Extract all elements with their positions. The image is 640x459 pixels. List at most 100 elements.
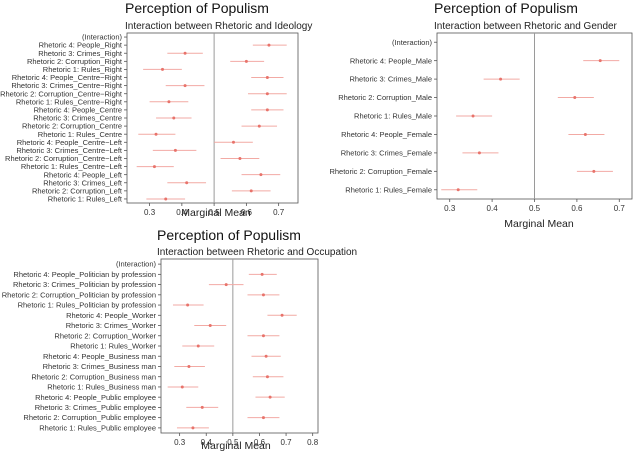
y-tick-label: Rhetoric 1: Rules_Worker <box>70 342 156 351</box>
y-tick-label: Rhetoric 3: Crimes_Business man <box>43 362 156 371</box>
y-tick-label: Rhetoric 4: People_Centre−Left <box>17 138 123 147</box>
x-axis-label: Marginal Mean <box>504 218 574 230</box>
y-tick-label: Rhetoric 4: People_Worker <box>66 311 156 320</box>
x-tick-label: 0.5 <box>529 204 541 213</box>
y-tick-label: Rhetoric 1: Rules_Centre−Right <box>16 97 123 106</box>
estimate-point <box>249 189 253 193</box>
y-tick-label: Rhetoric 3: Crimes_Right <box>38 49 123 58</box>
estimate-point <box>265 108 269 112</box>
estimate-point <box>208 324 212 328</box>
x-axis-label: Marginal Mean <box>181 207 251 219</box>
estimate-point <box>280 313 284 317</box>
y-tick-label: Rhetoric 1: Rules_Male <box>354 112 432 121</box>
y-tick-label: Rhetoric 3: Crimes_Centre−Right <box>11 81 123 90</box>
x-tick-label: 0.4 <box>487 204 499 213</box>
estimate-point <box>152 165 156 169</box>
plot-area: 0.3 0.4 0.5 0.6 0.7 0.8(Interaction)Rhetoric … <box>2 258 319 447</box>
estimate-point <box>238 156 242 160</box>
y-tick-label: Rhetoric 2: Corruption_Centre <box>22 122 122 131</box>
y-tick-label: Rhetoric 3: Crimes_Left <box>43 178 123 187</box>
estimate-point <box>167 100 171 104</box>
estimate-point <box>186 303 190 307</box>
y-tick-label: Rhetoric 4: People_Female <box>341 130 432 139</box>
panel-title: Perception of Populism <box>434 0 578 16</box>
estimate-point <box>231 140 235 144</box>
y-tick-label: Rhetoric 1: Rules_Female <box>345 185 432 194</box>
panel-title: Perception of Populism <box>157 227 301 243</box>
plot-area: 0.3 0.4 0.5 0.6 0.7(Interaction)Rhetoric 4: … <box>0 32 299 217</box>
y-tick-label: Rhetoric 3: Crimes_Centre <box>33 114 122 123</box>
panel-title: Perception of Populism <box>125 0 269 16</box>
y-tick-label: Rhetoric 3: Crimes_Female <box>341 148 432 157</box>
estimate-point <box>183 51 187 55</box>
estimate-point <box>477 151 481 155</box>
panel-subtitle: Interaction between Rhetoric and Gender <box>434 21 618 32</box>
estimate-point <box>261 293 265 297</box>
estimate-point <box>264 354 268 358</box>
y-tick-label: Rhetoric 1: Rules_Centre−Left <box>21 162 123 171</box>
y-tick-label: Rhetoric 2: Corruption_Centre−Right <box>0 89 123 98</box>
estimate-point <box>261 416 265 420</box>
x-tick-label: 0.6 <box>254 438 266 447</box>
estimate-point <box>257 124 261 128</box>
y-tick-label: Rhetoric 4: People_Politician by profess… <box>13 270 156 279</box>
estimate-point <box>583 132 587 136</box>
y-tick-label: Rhetoric 3: Crimes_Politician by profess… <box>13 280 156 289</box>
estimate-point <box>261 334 265 338</box>
estimate-point <box>196 344 200 348</box>
y-tick-label: (Interaction) <box>82 33 123 42</box>
y-tick-label: Rhetoric 3: Crimes_Public employee <box>35 403 156 412</box>
estimate-point <box>172 116 176 120</box>
estimate-point <box>191 426 195 430</box>
y-tick-label: Rhetoric 4: People_Business man <box>43 352 156 361</box>
estimate-point <box>173 148 177 152</box>
estimate-point <box>244 59 248 63</box>
plot-area: 0.3 0.4 0.5 0.6 0.7 (Interaction) Rhetoric 4: … <box>329 32 633 213</box>
estimate-point <box>265 76 269 80</box>
estimate-point <box>160 67 164 71</box>
y-tick-label: Rhetoric 3: Crimes_Worker <box>66 321 157 330</box>
x-tick-label: 0.7 <box>273 208 285 217</box>
y-tick-label: Rhetoric 1: Rules_Centre <box>38 130 122 139</box>
x-tick-label: 0.6 <box>241 208 253 217</box>
estimate-point <box>268 395 272 399</box>
x-tick-label: 0.4 <box>201 438 213 447</box>
estimate-point <box>224 283 228 287</box>
estimate-point <box>456 188 460 192</box>
y-tick-label: Rhetoric 2: Corruption_Worker <box>54 331 156 340</box>
estimate-point <box>200 405 204 409</box>
estimate-point <box>164 197 168 201</box>
x-tick-label: 0.7 <box>614 204 626 213</box>
y-tick-label: Rhetoric 1: Rules_Politician by professi… <box>18 301 156 310</box>
estimate-point <box>154 132 158 136</box>
y-tick-label: (Interaction) <box>392 38 433 47</box>
y-tick-label: Rhetoric 3: Crimes_Male <box>349 75 432 84</box>
y-tick-label: Rhetoric 1: Rules_Public employee <box>39 423 156 432</box>
estimate-point <box>265 375 269 379</box>
x-axis-label: Marginal Mean <box>201 440 271 452</box>
x-tick-label: 0.3 <box>444 204 456 213</box>
y-tick-label: Rhetoric 1: Rules_Business man <box>47 383 156 392</box>
y-tick-label: Rhetoric 4: People_Centre <box>34 106 122 115</box>
estimate-point <box>259 173 263 177</box>
estimate-point <box>592 169 596 173</box>
y-tick-label: Rhetoric 2: Corruption_Business man <box>31 372 156 381</box>
y-tick-label: Rhetoric 2: Corruption_Right <box>27 57 123 66</box>
y-tick-label: Rhetoric 2: Corruption_Male <box>338 93 432 102</box>
x-tick-label: 0.8 <box>307 438 319 447</box>
y-tick-label: Rhetoric 3: Crimes_Centre−Left <box>16 146 123 155</box>
y-tick-label: (Interaction) <box>116 260 157 269</box>
estimate-point <box>573 96 577 100</box>
y-tick-label: Rhetoric 2: Corruption_Left <box>32 186 123 195</box>
y-tick-label: Rhetoric 1: Rules_Left <box>48 195 123 204</box>
y-tick-label: Rhetoric 4: People_Left <box>44 170 123 179</box>
y-tick-label: Rhetoric 2: Corruption_Public employee <box>23 413 156 422</box>
estimate-point <box>499 77 503 81</box>
estimate-point <box>471 114 475 118</box>
y-tick-label: Rhetoric 2: Corruption_Politician by pro… <box>2 290 156 299</box>
y-tick-label: Rhetoric 1: Rules_Right <box>43 65 123 74</box>
y-tick-label: Rhetoric 4: People_Centre−Right <box>12 73 123 82</box>
estimate-point <box>187 364 191 368</box>
x-tick-label: 0.6 <box>571 204 583 213</box>
